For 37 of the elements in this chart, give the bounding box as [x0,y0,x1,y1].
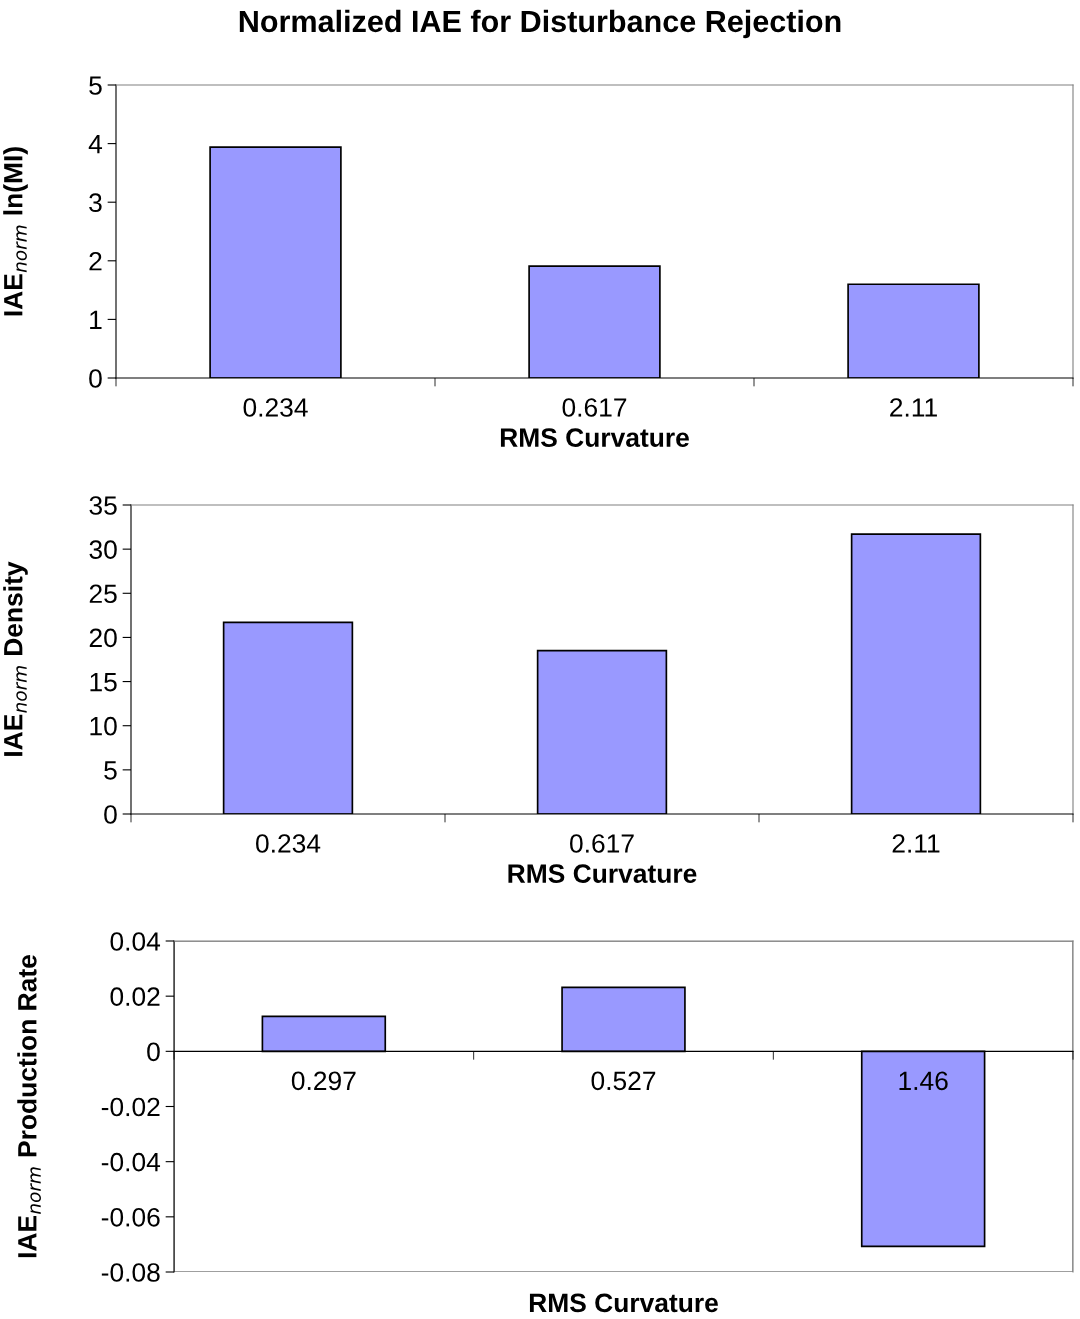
y-tick-label: -0.06 [101,1207,160,1227]
x-axis-title: RMS Curvature [508,864,697,883]
x-tick-label: 0.527 [591,1071,656,1091]
y-tick-label: -0.04 [101,1152,161,1172]
y-tick-label: 30 [89,540,117,559]
y-tick-label: -0.02 [101,1097,160,1117]
y-tick-label: 10 [90,716,117,736]
y-tick-label: 1 [90,310,102,329]
x-tick-label: 0.234 [243,398,308,417]
y-axis-title: IAE$_{norm}$ Density [3,561,28,756]
y-tick-label: 3 [89,193,102,213]
x-tick-label: 1.46 [899,1071,948,1091]
y-tick-label: 25 [89,584,117,604]
x-tick-label: 2.11 [890,398,937,417]
y-tick-label: 5 [89,76,102,95]
y-tick-label: 2 [89,251,102,271]
y-tick-label: 0 [147,1042,160,1062]
y-tick-label: 0 [104,805,117,824]
x-tick-label: 0.617 [570,834,634,853]
y-tick-label: 15 [90,672,117,692]
x-axis-title: RMS Curvature [529,1293,718,1313]
x-axis-title: RMS Curvature [500,428,689,447]
y-tick-label: 20 [89,628,117,648]
chart-title: Normalized IAE for Disturbance Rejection [239,9,841,39]
y-axis-title: IAE$_{norm}$ ln(MI) [3,147,28,316]
y-axis-title: IAE$_{norm}$ Production Rate [17,955,41,1258]
y-tick-label: 5 [104,761,117,780]
y-tick-label: 35 [89,496,117,515]
x-tick-label: 0.234 [256,834,321,853]
x-tick-label: 0.297 [291,1071,356,1091]
y-tick-label: 4 [88,135,103,154]
x-tick-label: 2.11 [892,834,940,853]
y-tick-label: 0 [89,369,102,388]
y-tick-label: 0.04 [110,932,161,951]
y-tick-label: -0.08 [101,1263,160,1282]
y-tick-label: 0.02 [110,987,160,1006]
x-tick-label: 0.617 [562,398,627,417]
